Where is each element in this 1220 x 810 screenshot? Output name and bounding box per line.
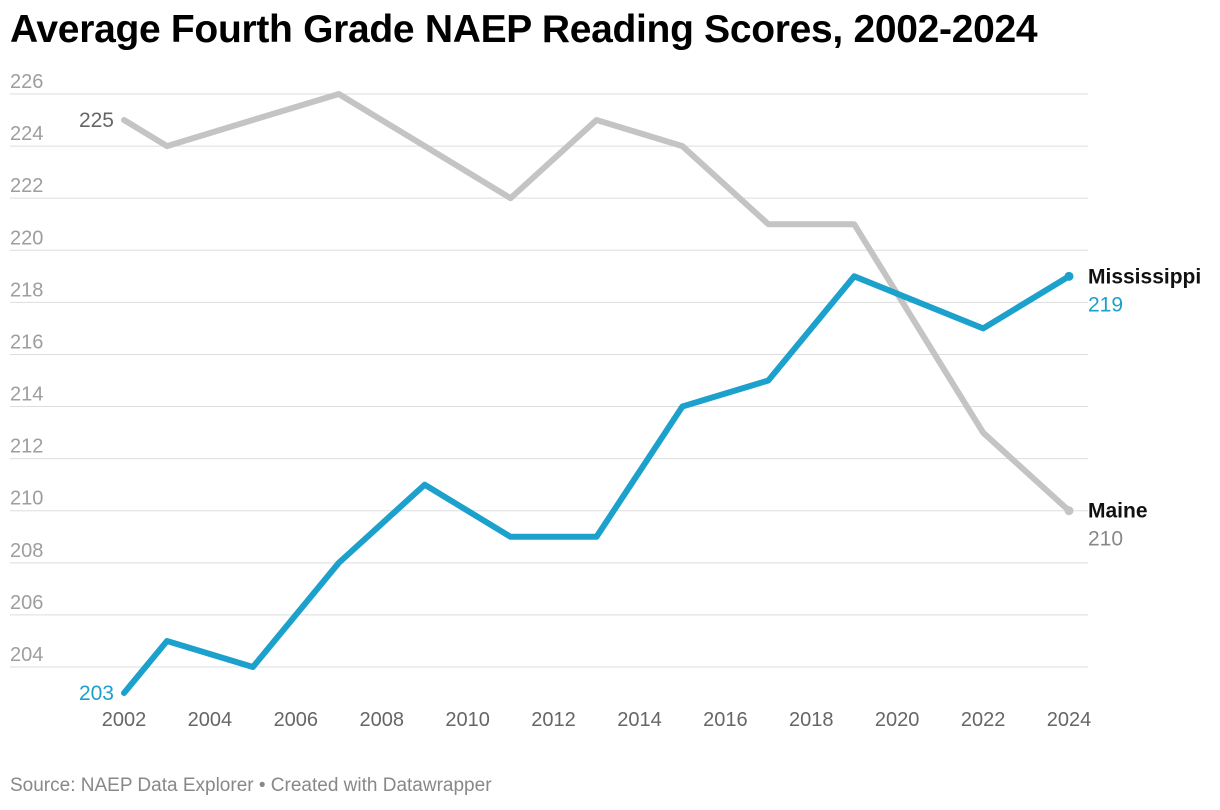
x-tick-label: 2024 bbox=[1047, 709, 1092, 731]
y-tick-label: 206 bbox=[10, 592, 43, 614]
series-end-value-label: 219 bbox=[1088, 293, 1123, 316]
series-end-point-maine bbox=[1064, 506, 1074, 516]
series-line-mississippi bbox=[121, 273, 1072, 696]
y-tick-label: 220 bbox=[10, 227, 43, 249]
x-tick-label: 2020 bbox=[875, 709, 920, 731]
series-line-maine bbox=[121, 91, 1072, 514]
series-name-label: Mississippi bbox=[1088, 265, 1201, 288]
source-footer: Source: NAEP Data Explorer • Created wit… bbox=[10, 775, 492, 796]
y-tick-label: 214 bbox=[10, 384, 43, 406]
y-tick-label: 208 bbox=[10, 540, 43, 562]
y-tick-label: 212 bbox=[10, 436, 43, 458]
x-tick-label: 2022 bbox=[961, 709, 1006, 731]
y-tick-label: 218 bbox=[10, 279, 43, 301]
x-tick-label: 2018 bbox=[789, 709, 834, 731]
y-tick-label: 224 bbox=[10, 123, 43, 145]
y-tick-label: 226 bbox=[10, 71, 43, 93]
x-tick-label: 2006 bbox=[274, 709, 319, 731]
series-start-value-label: 225 bbox=[79, 109, 114, 132]
x-tick-label: 2010 bbox=[445, 709, 490, 731]
chart-title: Average Fourth Grade NAEP Reading Scores… bbox=[10, 8, 1038, 51]
y-tick-label: 216 bbox=[10, 331, 43, 353]
series-end-value-label: 210 bbox=[1088, 528, 1123, 551]
y-tick-label: 222 bbox=[10, 175, 43, 197]
series-end-point-mississippi bbox=[1064, 271, 1074, 281]
series-name-label: Maine bbox=[1088, 500, 1148, 523]
x-tick-label: 2016 bbox=[703, 709, 748, 731]
x-tick-label: 2004 bbox=[188, 709, 233, 731]
y-tick-label: 210 bbox=[10, 488, 43, 510]
series-start-value-label: 203 bbox=[79, 682, 114, 705]
x-tick-label: 2002 bbox=[102, 709, 147, 731]
x-tick-label: 2008 bbox=[359, 709, 404, 731]
y-tick-label: 204 bbox=[10, 644, 43, 666]
x-tick-label: 2012 bbox=[531, 709, 576, 731]
x-tick-label: 2014 bbox=[617, 709, 662, 731]
